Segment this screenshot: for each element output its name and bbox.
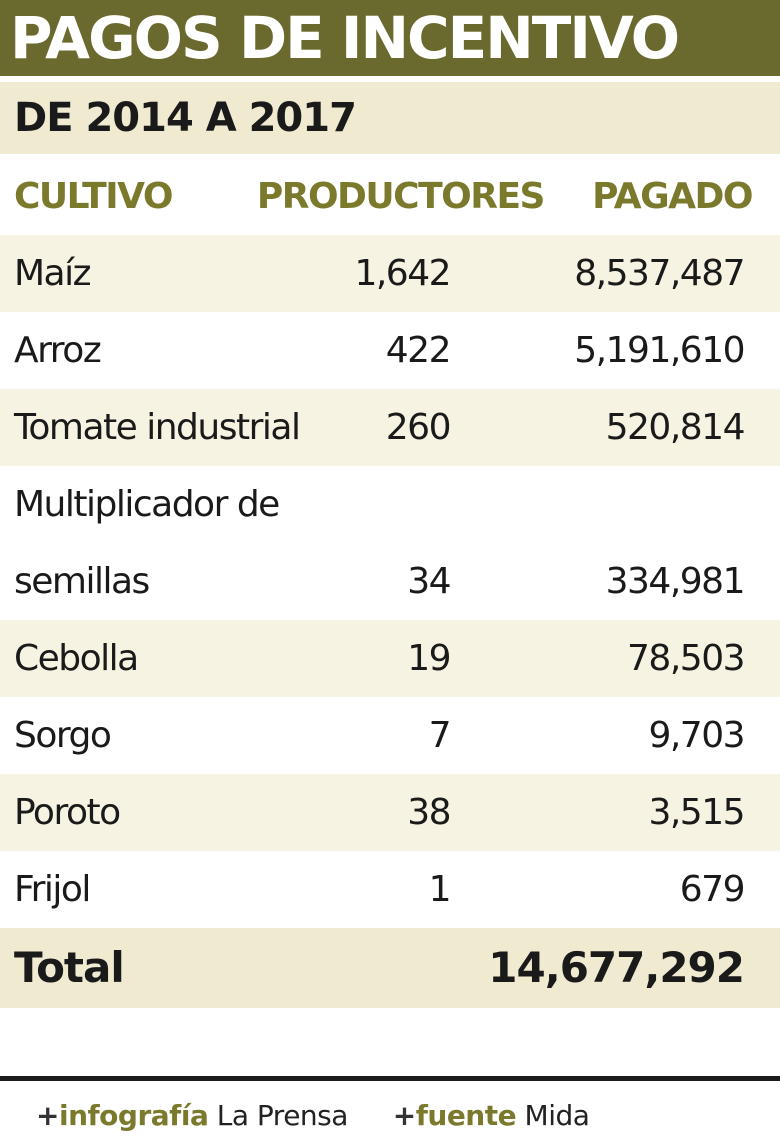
productores-cell: 422 xyxy=(385,330,452,371)
total-value: 14,677,292 xyxy=(488,943,745,992)
cultivo-cell: Poroto xyxy=(14,792,121,833)
pagado-cell: 679 xyxy=(679,869,746,910)
pagado-cell: 334,981 xyxy=(605,561,746,602)
table-row: Maíz 1,642 8,537,487 xyxy=(0,235,780,312)
total-row: Total 14,677,292 xyxy=(0,928,780,1008)
plus-icon: + xyxy=(392,1099,416,1132)
table-row: Sorgo 7 9,703 xyxy=(0,697,780,774)
infographic-subtitle: DE 2014 A 2017 xyxy=(0,82,780,154)
productores-cell: 7 xyxy=(428,715,452,756)
cultivo-cell: Cebolla xyxy=(14,638,139,679)
pagado-cell: 520,814 xyxy=(605,407,746,448)
credits-footer: +infografía La Prensa +fuente Mida xyxy=(36,1096,590,1136)
column-header-productores: PRODUCTORES xyxy=(256,176,546,217)
column-header-cultivo: CULTIVO xyxy=(14,176,173,217)
footer-divider xyxy=(0,1076,780,1081)
cultivo-cell: Arroz xyxy=(14,330,102,371)
infographic-title: PAGOS DE INCENTIVO xyxy=(0,0,780,76)
productores-cell: 260 xyxy=(385,407,452,448)
pagado-cell: 8,537,487 xyxy=(574,253,745,294)
pagado-cell: 9,703 xyxy=(648,715,745,756)
pagado-cell: 5,191,610 xyxy=(574,330,745,371)
cultivo-cell: Frijol xyxy=(14,869,91,910)
table-row: Arroz 422 5,191,610 xyxy=(0,312,780,389)
column-header-pagado: PAGADO xyxy=(592,176,753,217)
pagado-cell: 3,515 xyxy=(648,792,745,833)
credit-value: La Prensa xyxy=(216,1099,349,1132)
productores-cell: 38 xyxy=(407,792,451,833)
credit-keyword: infografía xyxy=(58,1099,209,1132)
source-value: Mida xyxy=(524,1099,590,1132)
productores-cell: 1 xyxy=(428,869,452,910)
plus-icon: + xyxy=(36,1099,59,1132)
cultivo-cell: Tomate industrial xyxy=(14,407,301,448)
cultivo-cell: Sorgo xyxy=(14,715,112,756)
cultivo-cell: Multiplicador de semillas xyxy=(14,484,280,602)
table-header-row: CULTIVO PRODUCTORES PAGADO xyxy=(0,158,780,235)
table-row: Multiplicador de semillas 34 334,981 xyxy=(0,466,780,620)
total-label: Total xyxy=(14,943,125,992)
productores-cell: 34 xyxy=(407,561,451,602)
incentive-table: CULTIVO PRODUCTORES PAGADO Maíz 1,642 8,… xyxy=(0,158,780,1008)
table-row: Poroto 38 3,515 xyxy=(0,774,780,851)
source-keyword: fuente xyxy=(415,1099,517,1132)
table-row: Tomate industrial 260 520,814 xyxy=(0,389,780,466)
productores-cell: 19 xyxy=(407,638,451,679)
pagado-cell: 78,503 xyxy=(627,638,745,679)
productores-cell: 1,642 xyxy=(354,253,451,294)
cultivo-cell: Maíz xyxy=(14,253,92,294)
table-row: Frijol 1 679 xyxy=(0,851,780,928)
table-row: Cebolla 19 78,503 xyxy=(0,620,780,697)
